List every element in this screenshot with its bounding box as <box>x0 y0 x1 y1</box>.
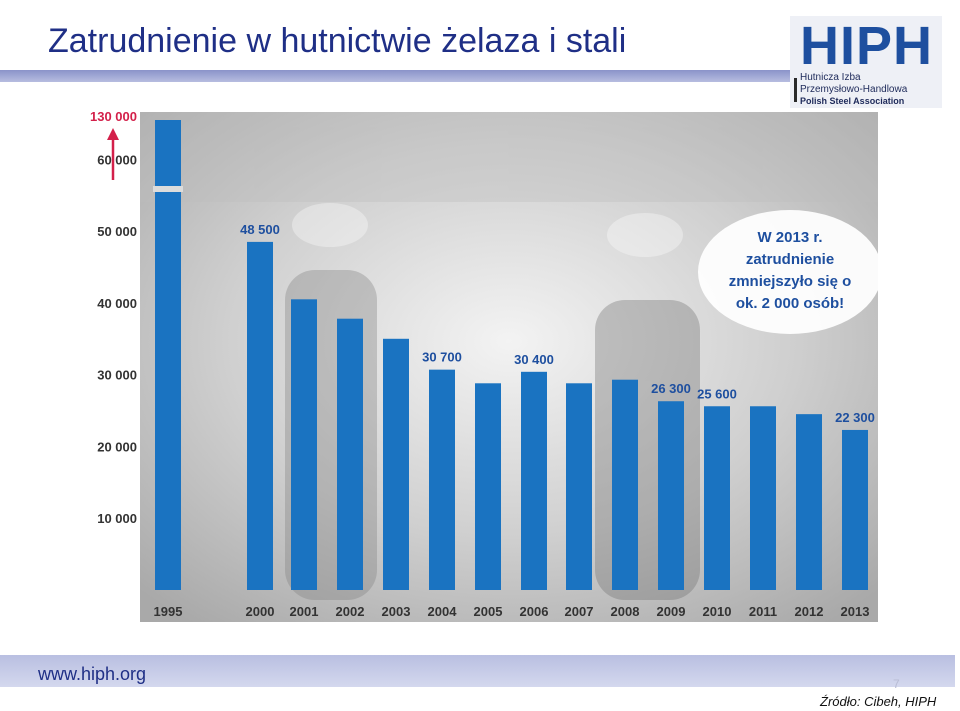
bar-2003 <box>383 338 409 590</box>
logo-accent-bar <box>794 78 797 102</box>
y-tick-label: 60 000 <box>97 152 137 167</box>
data-labels: 48 500 30 700 30 400 26 300 25 600 22 300 <box>240 222 875 425</box>
y-axis-ticks: 10 000 20 000 30 000 40 000 50 000 60 000 <box>97 152 137 526</box>
x-tick-label: 2013 <box>841 604 870 619</box>
y-tick-label: 10 000 <box>97 511 137 526</box>
y-tick-label: 50 000 <box>97 224 137 239</box>
y-tick-label: 30 000 <box>97 368 137 383</box>
y-axis-break: 130 000 <box>90 109 183 192</box>
x-tick-label: 2010 <box>703 604 732 619</box>
callout-line: zatrudnienie <box>746 251 834 268</box>
bar-1995 <box>155 120 181 590</box>
bar-2011 <box>750 406 776 590</box>
logo-mark: HIPH <box>800 16 934 76</box>
bar-break-gap <box>153 186 183 192</box>
source-note: Źródło: Cibeh, HIPH <box>820 694 937 709</box>
y-break-label: 130 000 <box>90 109 137 124</box>
break-arrow-icon <box>107 128 119 140</box>
bar-2009 <box>658 401 684 590</box>
bars <box>155 120 868 591</box>
callout-line: ok. 2 000 osób! <box>736 295 844 312</box>
y-tick-label: 40 000 <box>97 296 137 311</box>
footer-url: www.hiph.org <box>38 664 147 684</box>
page-number: 7 <box>893 677 900 691</box>
x-tick-label: 2011 <box>749 604 777 619</box>
data-label: 30 400 <box>514 352 554 367</box>
logo-line-3: Polish Steel Association <box>800 96 905 106</box>
x-tick-label: 2004 <box>428 604 458 619</box>
x-tick-label: 2012 <box>795 604 824 619</box>
x-tick-label: 2006 <box>520 604 549 619</box>
x-tick-label: 2009 <box>657 604 686 619</box>
bar-2000 <box>247 241 273 591</box>
bar-2007 <box>566 383 592 590</box>
x-tick-label: 2001 <box>290 604 319 619</box>
bar-2001 <box>291 299 317 590</box>
bar-2004 <box>429 369 455 590</box>
bar-2013 <box>842 429 868 590</box>
bar-2012 <box>796 414 822 590</box>
x-axis-labels: 1995 2000 2001 2002 2003 2004 2005 2006 2007 2008… <box>154 604 870 619</box>
employment-bar-chart: 10 000 20 000 30 000 40 000 50 000 60 000 199… <box>90 109 880 622</box>
bar-2006 <box>521 371 547 590</box>
x-tick-label: 2005 <box>474 604 503 619</box>
data-label: 25 600 <box>697 386 737 401</box>
logo-line-1: Hutnicza Izba <box>800 72 861 83</box>
x-tick-label: 2002 <box>336 604 365 619</box>
data-label: 48 500 <box>240 222 280 237</box>
data-label: 30 700 <box>422 350 462 365</box>
callout-line: zmniejszyło się o <box>729 273 852 290</box>
x-tick-label: 2003 <box>382 604 411 619</box>
bar-2005 <box>475 383 501 590</box>
data-label: 26 300 <box>651 381 691 396</box>
x-tick-label: 2007 <box>565 604 594 619</box>
callout-line: W 2013 r. <box>757 229 822 246</box>
x-tick-label: 1995 <box>154 604 183 619</box>
hiph-logo: HIPH Hutnicza Izba Przemysłowo-Handlowa … <box>790 16 942 108</box>
footer-band <box>0 655 955 687</box>
bar-2010 <box>704 406 730 590</box>
x-tick-label: 2000 <box>246 604 275 619</box>
title-underline <box>0 70 790 82</box>
x-tick-label: 2008 <box>611 604 640 619</box>
bar-2008 <box>612 379 638 590</box>
callout-bubble <box>698 210 880 334</box>
logo-line-2: Przemysłowo-Handlowa <box>800 84 908 95</box>
y-tick-label: 20 000 <box>97 439 137 454</box>
bar-2002 <box>337 318 363 590</box>
callout-box: W 2013 r. zatrudnienie zmniejszyło się o ok… <box>698 210 880 334</box>
data-label: 22 300 <box>835 410 875 425</box>
page-title: Zatrudnienie w hutnictwie żelaza i stali <box>48 22 627 60</box>
